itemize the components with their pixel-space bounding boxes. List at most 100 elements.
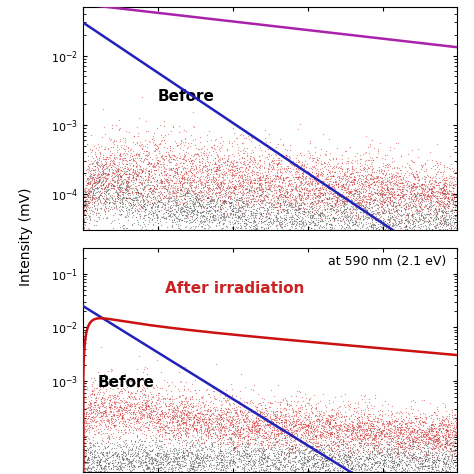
Point: [274, 209, 282, 216]
Point: [115, 458, 122, 465]
Point: [442, 200, 450, 208]
Point: [131, 208, 138, 215]
Point: [161, 394, 169, 401]
Point: [320, 445, 328, 453]
Point: [304, 426, 311, 434]
Point: [295, 191, 303, 199]
Point: [292, 228, 300, 236]
Point: [241, 451, 248, 459]
Point: [383, 455, 390, 463]
Point: [355, 428, 362, 436]
Point: [439, 221, 447, 228]
Point: [335, 207, 342, 214]
Point: [439, 432, 447, 439]
Point: [374, 434, 382, 442]
Point: [383, 184, 391, 192]
Point: [131, 169, 138, 177]
Point: [367, 242, 374, 250]
Point: [397, 179, 404, 186]
Point: [356, 172, 363, 179]
Point: [93, 384, 100, 392]
Point: [257, 456, 264, 463]
Point: [276, 412, 284, 419]
Point: [329, 173, 337, 180]
Point: [146, 215, 154, 222]
Point: [138, 167, 146, 175]
Point: [448, 453, 456, 461]
Point: [353, 196, 361, 203]
Point: [178, 173, 185, 181]
Point: [139, 452, 146, 459]
Point: [335, 235, 343, 243]
Point: [165, 179, 173, 186]
Point: [367, 180, 375, 188]
Point: [141, 176, 148, 184]
Point: [374, 467, 381, 474]
Point: [195, 195, 202, 203]
Point: [438, 448, 445, 456]
Point: [96, 197, 103, 204]
Point: [348, 434, 356, 441]
Point: [325, 420, 332, 428]
Point: [381, 454, 389, 461]
Point: [158, 410, 165, 417]
Point: [274, 427, 282, 435]
Point: [407, 416, 414, 423]
Point: [381, 218, 388, 225]
Point: [226, 471, 234, 474]
Point: [345, 172, 353, 180]
Point: [316, 198, 324, 206]
Point: [393, 421, 401, 428]
Point: [310, 442, 317, 450]
Point: [444, 195, 452, 203]
Point: [164, 187, 171, 195]
Point: [246, 187, 253, 195]
Point: [310, 421, 317, 428]
Point: [242, 424, 249, 432]
Point: [313, 412, 321, 420]
Point: [442, 428, 449, 436]
Point: [203, 469, 210, 474]
Point: [364, 216, 371, 223]
Point: [344, 421, 352, 429]
Point: [375, 441, 383, 449]
Point: [452, 212, 459, 219]
Point: [145, 160, 153, 167]
Point: [198, 446, 206, 453]
Point: [163, 421, 170, 428]
Point: [87, 393, 95, 401]
Point: [431, 471, 438, 474]
Point: [448, 434, 456, 442]
Point: [202, 419, 210, 427]
Point: [170, 428, 177, 436]
Point: [262, 404, 270, 411]
Point: [192, 178, 200, 186]
Point: [97, 189, 105, 197]
Point: [127, 466, 134, 474]
Point: [327, 184, 334, 192]
Point: [441, 435, 449, 442]
Point: [195, 462, 203, 469]
Point: [340, 209, 348, 216]
Point: [230, 152, 237, 160]
Point: [189, 174, 196, 182]
Point: [236, 431, 243, 438]
Point: [325, 466, 332, 474]
Point: [303, 195, 311, 202]
Point: [357, 425, 365, 433]
Point: [110, 154, 118, 162]
Point: [202, 436, 210, 444]
Point: [443, 457, 451, 465]
Point: [115, 453, 122, 460]
Point: [259, 187, 267, 194]
Point: [378, 407, 385, 415]
Point: [95, 405, 103, 412]
Point: [182, 394, 190, 401]
Point: [143, 448, 151, 456]
Point: [261, 187, 268, 194]
Point: [214, 194, 221, 202]
Point: [294, 408, 302, 415]
Point: [317, 461, 325, 469]
Point: [255, 181, 263, 189]
Point: [441, 403, 449, 411]
